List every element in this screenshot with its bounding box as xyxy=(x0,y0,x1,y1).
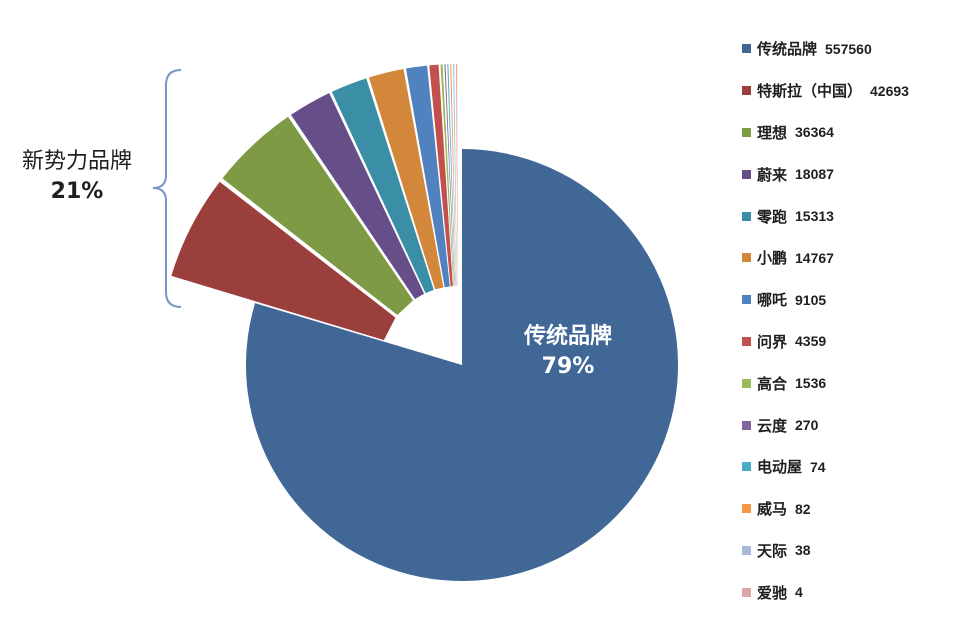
legend-label: 天际 xyxy=(757,541,788,560)
legend-label: 问界 xyxy=(757,332,788,351)
legend-swatch xyxy=(742,44,751,54)
traditional-slice-percent: 79% xyxy=(541,354,595,379)
legend-swatch xyxy=(742,336,751,346)
pie-slice-7 xyxy=(429,64,453,287)
legend-item: 蔚来 18087 xyxy=(742,153,957,195)
legend-label: 蔚来 xyxy=(757,165,788,184)
legend-value: 15313 xyxy=(795,208,834,225)
pie-slice-9 xyxy=(444,64,455,287)
legend-value: 270 xyxy=(795,417,819,434)
pie-slice-11 xyxy=(450,64,457,287)
new-forces-group-percent: 21% xyxy=(50,179,104,204)
legend-swatch xyxy=(742,587,751,597)
legend-label: 爱驰 xyxy=(757,583,788,602)
pie-slice-4 xyxy=(331,78,434,294)
legend-swatch xyxy=(742,169,751,179)
new-forces-group-label: 新势力品牌 21% xyxy=(12,147,142,207)
pie-slice-3 xyxy=(290,93,425,299)
legend-swatch xyxy=(742,127,751,137)
new-forces-group-name: 新势力品牌 xyxy=(21,149,132,174)
pie-slice-5 xyxy=(368,69,444,290)
legend-value: 1536 xyxy=(795,375,827,392)
legend-label: 哪吒 xyxy=(757,291,788,310)
legend-item: 电动屋 74 xyxy=(742,446,957,488)
legend-swatch xyxy=(742,420,751,430)
legend-value: 14767 xyxy=(795,249,834,266)
legend-swatch xyxy=(742,462,751,472)
legend-value: 42693 xyxy=(870,82,909,99)
legend-label: 电动屋 xyxy=(757,458,803,477)
pie-slice-13 xyxy=(456,64,458,286)
legend-item: 天际 38 xyxy=(742,530,957,572)
legend: 传统品牌 557560 特斯拉（中国） 42693 理想 36364 蔚来 18087 零跑 15… xyxy=(742,28,957,613)
pie-slice-2 xyxy=(222,116,414,316)
legend-label: 云度 xyxy=(757,416,788,435)
legend-swatch xyxy=(742,86,751,96)
traditional-slice-name: 传统品牌 xyxy=(523,324,612,349)
legend-value: 82 xyxy=(795,500,811,517)
legend-item: 小鹏 14767 xyxy=(742,237,957,279)
legend-label: 传统品牌 xyxy=(757,40,818,59)
legend-value: 4359 xyxy=(795,333,827,350)
legend-swatch xyxy=(742,211,751,221)
legend-value: 74 xyxy=(810,458,826,475)
legend-swatch xyxy=(742,253,751,263)
legend-value: 36364 xyxy=(795,124,834,141)
legend-label: 小鹏 xyxy=(757,249,788,268)
legend-swatch xyxy=(742,295,751,305)
legend-item: 传统品牌 557560 xyxy=(742,28,957,70)
legend-item: 理想 36364 xyxy=(742,112,957,154)
legend-value: 4 xyxy=(795,584,803,601)
group-brace xyxy=(152,69,182,308)
legend-label: 理想 xyxy=(757,123,788,142)
pie-slice-8 xyxy=(440,64,454,287)
legend-item: 爱驰 4 xyxy=(742,571,957,613)
legend-label: 特斯拉（中国） xyxy=(757,82,863,101)
pie-slice-6 xyxy=(405,65,450,288)
legend-swatch xyxy=(742,504,751,514)
pie-slice-10 xyxy=(447,64,456,287)
legend-item: 特斯拉（中国） 42693 xyxy=(742,70,957,112)
legend-value: 557560 xyxy=(825,40,872,57)
legend-item: 云度 270 xyxy=(742,404,957,446)
legend-swatch xyxy=(742,545,751,555)
legend-item: 哪吒 9105 xyxy=(742,279,957,321)
legend-value: 18087 xyxy=(795,166,834,183)
legend-label: 零跑 xyxy=(757,207,788,226)
legend-value: 38 xyxy=(795,542,811,559)
traditional-slice-label: 传统品牌 79% xyxy=(503,322,633,382)
legend-item: 问界 4359 xyxy=(742,321,957,363)
legend-label: 高合 xyxy=(757,374,788,393)
legend-item: 零跑 15313 xyxy=(742,195,957,237)
legend-value: 9105 xyxy=(795,291,827,308)
legend-swatch xyxy=(742,378,751,388)
pie-slice-12 xyxy=(453,64,457,287)
pie-slice-0 xyxy=(246,149,679,581)
pie-slice-1 xyxy=(171,181,396,341)
legend-label: 威马 xyxy=(757,500,788,519)
legend-item: 高合 1536 xyxy=(742,362,957,404)
legend-item: 威马 82 xyxy=(742,488,957,530)
